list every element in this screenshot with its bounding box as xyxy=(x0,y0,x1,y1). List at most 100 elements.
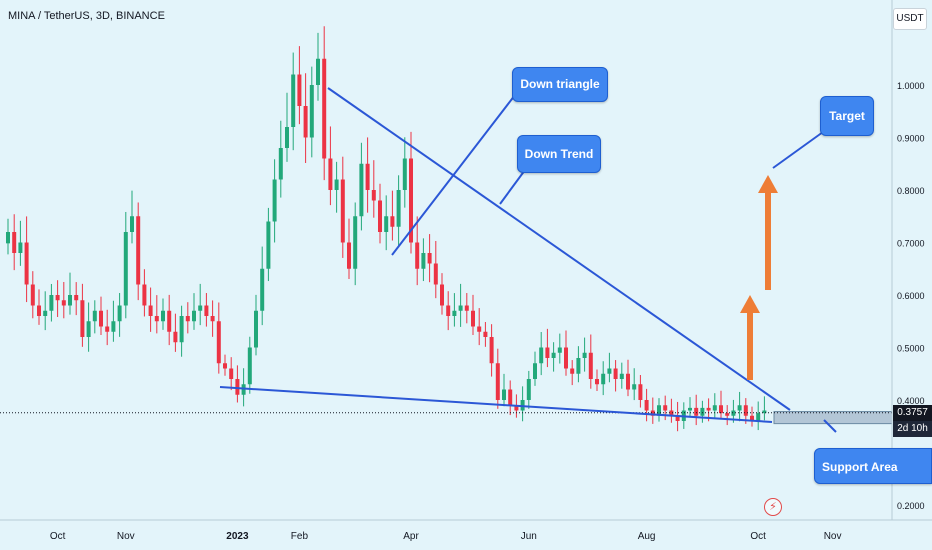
candle-body[interactable] xyxy=(105,326,110,332)
candle-body[interactable] xyxy=(359,163,364,217)
candle-body[interactable] xyxy=(551,352,556,358)
candle-body[interactable] xyxy=(297,74,302,107)
down-triangle-pointer[interactable] xyxy=(391,94,516,256)
candle-body[interactable] xyxy=(167,310,172,332)
candle-body[interactable] xyxy=(260,268,265,311)
candle-body[interactable] xyxy=(30,284,35,306)
candle-body[interactable] xyxy=(266,221,271,269)
candle-body[interactable] xyxy=(719,405,723,414)
candle-body[interactable] xyxy=(427,253,432,264)
candle-body[interactable] xyxy=(136,216,141,285)
candle-body[interactable] xyxy=(68,295,72,306)
candle-body[interactable] xyxy=(489,337,494,364)
candle-body[interactable] xyxy=(582,352,587,358)
candle-body[interactable] xyxy=(756,413,761,421)
candle-body[interactable] xyxy=(18,242,23,254)
candle-body[interactable] xyxy=(688,407,692,411)
candle-body[interactable] xyxy=(601,373,606,385)
candle-body[interactable] xyxy=(533,363,537,379)
candle-body[interactable] xyxy=(254,310,258,348)
candle-body[interactable] xyxy=(452,310,457,316)
candle-body[interactable] xyxy=(353,216,358,269)
candle-body[interactable] xyxy=(340,179,345,243)
candle-body[interactable] xyxy=(675,415,680,421)
candle-body[interactable] xyxy=(37,305,41,317)
candle-body[interactable] xyxy=(657,405,661,416)
candle-body[interactable] xyxy=(291,74,296,128)
candle-body[interactable] xyxy=(743,405,748,416)
candle-body[interactable] xyxy=(384,216,389,232)
candle-body[interactable] xyxy=(322,58,327,159)
candle-body[interactable] xyxy=(241,384,246,395)
candle-body[interactable] xyxy=(700,407,705,416)
candle-body[interactable] xyxy=(378,200,382,233)
candle-body[interactable] xyxy=(247,347,252,385)
candle-body[interactable] xyxy=(285,127,289,148)
candle-body[interactable] xyxy=(210,316,215,322)
candle-body[interactable] xyxy=(142,284,147,306)
callout-down-triangle[interactable]: Down triangle xyxy=(512,67,608,102)
candle-body[interactable] xyxy=(161,310,165,322)
candle-body[interactable] xyxy=(663,405,668,411)
candle-body[interactable] xyxy=(55,295,60,301)
candle-body[interactable] xyxy=(576,358,581,374)
candle-body[interactable] xyxy=(61,300,66,306)
candle-body[interactable] xyxy=(464,305,469,311)
candle-body[interactable] xyxy=(669,410,674,416)
candle-body[interactable] xyxy=(495,363,500,400)
candle-body[interactable] xyxy=(74,295,79,301)
candle-body[interactable] xyxy=(650,410,655,416)
candle-body[interactable] xyxy=(365,163,370,190)
candle-body[interactable] xyxy=(272,179,277,222)
candle-body[interactable] xyxy=(644,400,649,411)
candle-body[interactable] xyxy=(154,316,159,322)
candle-body[interactable] xyxy=(446,305,451,317)
candle-body[interactable] xyxy=(130,216,134,232)
candle-body[interactable] xyxy=(334,179,339,191)
candle-body[interactable] xyxy=(92,310,97,322)
candle-body[interactable] xyxy=(588,352,593,379)
candle-body[interactable] xyxy=(185,316,190,322)
candle-body[interactable] xyxy=(390,216,395,227)
candle-body[interactable] xyxy=(80,300,85,337)
candle-body[interactable] xyxy=(309,85,314,138)
candle-body[interactable] xyxy=(694,407,699,416)
candle-body[interactable] xyxy=(619,373,624,379)
candle-body[interactable] xyxy=(179,316,184,343)
candle-body[interactable] xyxy=(557,347,562,353)
candle-body[interactable] xyxy=(477,326,482,332)
candle-body[interactable] xyxy=(371,190,376,201)
candle-body[interactable] xyxy=(409,158,413,243)
candle-body[interactable] xyxy=(433,263,438,285)
candle-body[interactable] xyxy=(508,389,513,406)
candle-body[interactable] xyxy=(86,321,91,337)
candle-body[interactable] xyxy=(402,158,407,191)
candle-body[interactable] xyxy=(111,321,116,332)
candle-body[interactable] xyxy=(471,310,475,327)
candle-body[interactable] xyxy=(396,190,401,227)
candle-body[interactable] xyxy=(24,242,29,285)
candle-body[interactable] xyxy=(99,310,103,327)
support-area-box[interactable] xyxy=(773,411,893,425)
candle-body[interactable] xyxy=(316,58,320,85)
down-trend-pointer[interactable] xyxy=(499,169,526,205)
candle-body[interactable] xyxy=(192,310,196,322)
candle-body[interactable] xyxy=(725,413,730,416)
candle-body[interactable] xyxy=(440,284,444,306)
target-pointer[interactable] xyxy=(772,131,824,169)
candle-body[interactable] xyxy=(229,368,234,380)
candle-body[interactable] xyxy=(706,407,711,411)
candle-body[interactable] xyxy=(117,305,122,322)
candle-body[interactable] xyxy=(564,347,568,369)
candle-body[interactable] xyxy=(123,232,128,306)
candle-body[interactable] xyxy=(731,410,736,416)
callout-down-trend[interactable]: Down Trend xyxy=(517,135,601,173)
candle-body[interactable] xyxy=(43,310,48,316)
currency-selector[interactable]: USDT xyxy=(893,8,927,30)
candle-body[interactable] xyxy=(204,305,209,317)
candle-body[interactable] xyxy=(49,295,54,311)
candle-body[interactable] xyxy=(347,242,351,269)
candle-body[interactable] xyxy=(483,331,488,337)
candle-body[interactable] xyxy=(223,363,227,369)
